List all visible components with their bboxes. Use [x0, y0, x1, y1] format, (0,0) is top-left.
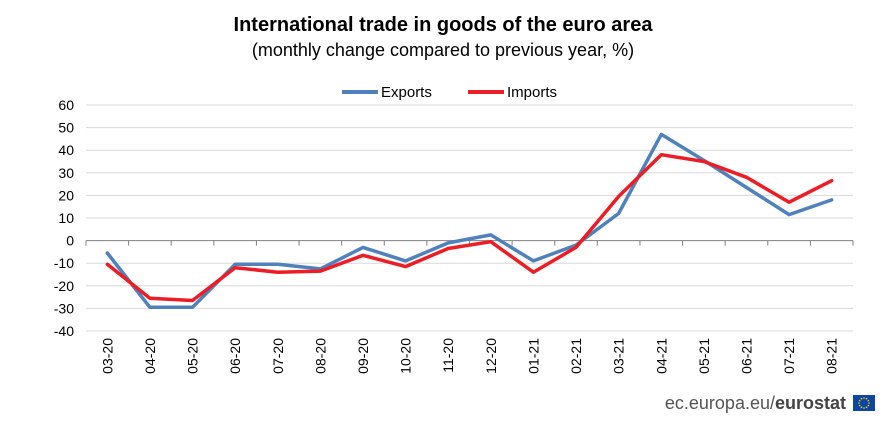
- x-tick-label: 02-21: [568, 338, 584, 374]
- y-tick-label: -10: [54, 255, 74, 271]
- y-tick-label: 30: [58, 165, 74, 181]
- x-tick-label: 07-21: [781, 338, 797, 374]
- x-tick-label: 12-20: [483, 338, 499, 374]
- x-tick-label: 06-20: [227, 338, 243, 374]
- y-tick-label: 40: [58, 142, 74, 158]
- y-tick-label: 60: [58, 97, 74, 113]
- y-tick-label: 0: [66, 233, 74, 249]
- series-lines: [105, 132, 834, 310]
- y-tick-label: -20: [54, 278, 74, 294]
- footer-brand: eurostat: [774, 393, 846, 413]
- y-tick-label: 50: [58, 120, 74, 136]
- legend: Exports Imports: [342, 84, 557, 101]
- axes: 60 50 40 30 20 10 0 -10 -20 -30 -40 03-20 04-20 05-20…: [54, 97, 854, 374]
- y-tick-label: -30: [54, 300, 74, 316]
- x-tick-label: 10-20: [398, 338, 414, 374]
- x-tick-label: 03-21: [611, 338, 627, 374]
- x-tick-label: 03-20: [99, 338, 115, 374]
- source-footer: ec.europa.eu/eurostat: [665, 393, 846, 414]
- legend-label-imports: Imports: [507, 84, 557, 101]
- x-tick-label: 06-21: [738, 338, 754, 374]
- chart-title: International trade in goods of the euro…: [233, 14, 653, 36]
- x-tick-label: 05-20: [185, 338, 201, 374]
- x-tick-label: 08-21: [824, 338, 840, 374]
- x-tick-label: 09-20: [355, 338, 371, 374]
- x-tick-label: 01-21: [525, 338, 541, 374]
- x-tick-label: 05-21: [696, 338, 712, 374]
- eu-flag-icon: [853, 395, 875, 411]
- series-line-imports: [105, 152, 834, 303]
- x-tick-label: 04-21: [653, 338, 669, 374]
- y-tick-label: 10: [58, 210, 74, 226]
- x-tick-label: 04-20: [142, 338, 158, 374]
- x-tick-label: 08-20: [312, 338, 328, 374]
- x-tick-label: 11-20: [440, 338, 456, 373]
- x-tick-label: 07-20: [270, 338, 286, 374]
- y-tick-label: 20: [58, 187, 74, 203]
- footer-site: ec.europa.eu/: [664, 393, 775, 413]
- y-tick-label: -40: [54, 323, 74, 339]
- legend-label-exports: Exports: [381, 84, 432, 101]
- chart-subtitle: (monthly change compared to previous yea…: [251, 40, 635, 60]
